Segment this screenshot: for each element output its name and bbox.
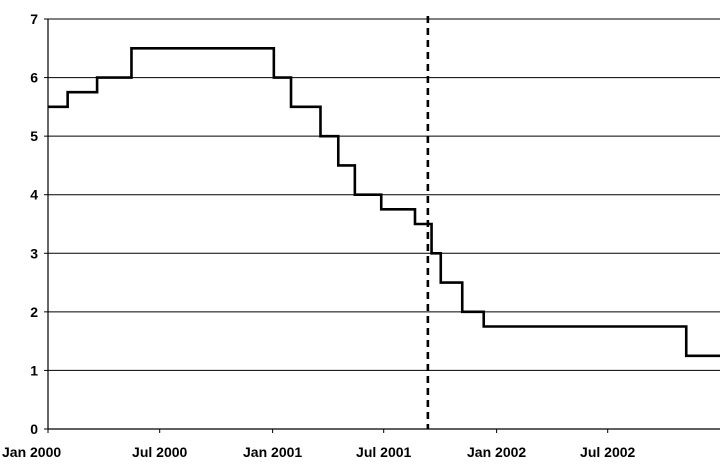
x-tick-label-0: Jan 2000 [2, 444, 61, 460]
y-tick-label-5: 5 [30, 128, 38, 144]
y-tick-label-2: 2 [30, 304, 38, 320]
y-tick-label-6: 6 [30, 70, 38, 86]
y-tick-labels: 0 1 2 3 4 5 6 7 [30, 11, 38, 437]
y-tick-label-4: 4 [30, 187, 38, 203]
gridlines [48, 18, 720, 371]
y-tick-label-1: 1 [30, 362, 38, 378]
series [48, 46, 720, 358]
x-tick-label-5: Jul 2002 [580, 444, 635, 460]
x-tick-labels: Jan 2000 Jul 2000 Jan 2001 Jul 2001 Jan 2002… [2, 444, 636, 460]
y-tick-label-7: 7 [30, 11, 38, 27]
x-tick-label-1: Jul 2000 [132, 444, 187, 460]
x-tick-label-3: Jul 2001 [356, 444, 411, 460]
series-line-0 [48, 46, 720, 358]
x-tick-label-2: Jan 2001 [243, 444, 302, 460]
x-tick-label-4: Jan 2002 [467, 444, 526, 460]
y-tick-label-3: 3 [30, 245, 38, 261]
axes [44, 18, 720, 433]
y-tick-label-0: 0 [30, 421, 38, 437]
